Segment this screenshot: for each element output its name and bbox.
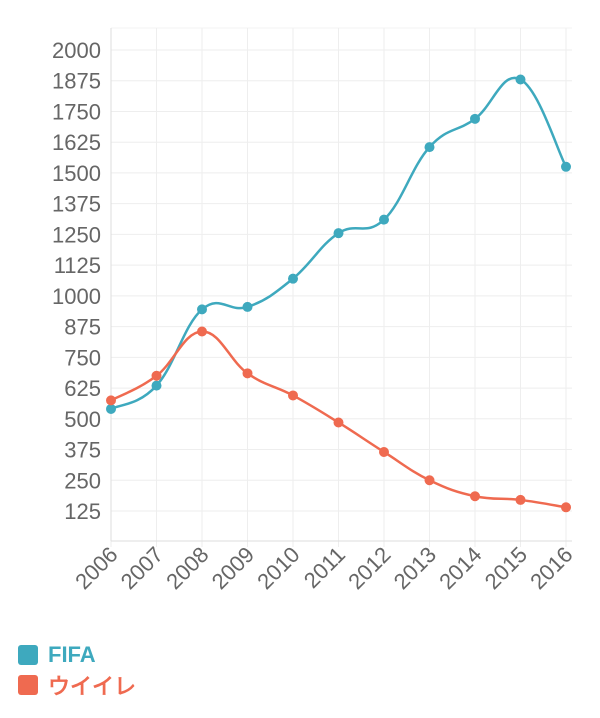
data-point-fifa [470, 113, 480, 124]
y-tick-label: 250 [64, 468, 101, 493]
y-tick-label: 750 [64, 345, 101, 370]
data-point-winning-eleven [151, 370, 162, 381]
legend-label-fifa: FIFA [48, 642, 96, 667]
legend-item-fifa: FIFA [18, 640, 136, 670]
y-tick-label: 1000 [52, 284, 101, 309]
y-tick-label: 2000 [52, 38, 101, 63]
data-point-fifa [288, 273, 298, 284]
y-tick-label: 1125 [54, 253, 101, 278]
x-tick-label: 2009 [207, 542, 259, 594]
legend: FIFA ウイイレ [18, 640, 136, 700]
y-tick-label: 1375 [52, 192, 101, 217]
data-point-winning-eleven [242, 368, 253, 379]
legend-label-winning-eleven: ウイイレ [48, 674, 137, 699]
y-tick-label: 500 [64, 407, 101, 432]
data-point-winning-eleven [379, 446, 389, 457]
data-point-winning-eleven [561, 502, 571, 513]
y-tick-label: 375 [64, 438, 101, 463]
data-point-fifa [197, 304, 207, 315]
y-tick-label: 1500 [52, 161, 101, 186]
data-point-winning-eleven [106, 395, 116, 406]
x-tick-label: 2015 [480, 542, 532, 594]
data-point-fifa [106, 403, 116, 414]
data-point-winning-eleven [288, 390, 298, 401]
data-point-fifa [333, 228, 344, 239]
y-tick-label: 1875 [52, 69, 101, 94]
data-point-winning-eleven [333, 417, 344, 428]
y-tick-label: 1625 [52, 130, 101, 155]
data-point-winning-eleven [515, 494, 526, 505]
data-point-winning-eleven [197, 326, 207, 337]
x-tick-label: 2014 [434, 542, 486, 594]
y-tick-label: 625 [64, 376, 101, 401]
data-point-winning-eleven [424, 475, 435, 486]
x-tick-label: 2007 [116, 542, 168, 594]
data-point-winning-eleven [470, 491, 480, 502]
data-point-fifa [515, 74, 526, 85]
y-tick-label: 125 [64, 499, 101, 524]
y-tick-label: 1750 [52, 99, 101, 124]
legend-item-winning-eleven: ウイイレ [18, 670, 136, 700]
x-tick-label: 2013 [389, 542, 441, 594]
x-tick-label: 2006 [70, 542, 122, 594]
legend-swatch-fifa [18, 645, 38, 665]
y-tick-label: 1250 [52, 222, 101, 247]
data-point-fifa [242, 301, 253, 312]
x-tick-label: 2010 [252, 542, 304, 594]
legend-swatch-winning-eleven [18, 675, 38, 695]
data-point-fifa [561, 161, 571, 172]
data-point-fifa [424, 142, 435, 153]
x-tick-label: 2008 [161, 542, 213, 594]
x-tick-label: 2011 [299, 542, 350, 593]
data-point-fifa [379, 214, 389, 225]
x-tick-label: 2012 [343, 542, 395, 594]
data-point-fifa [151, 380, 162, 391]
x-tick-label: 2016 [525, 542, 577, 594]
y-tick-label: 875 [64, 315, 101, 340]
